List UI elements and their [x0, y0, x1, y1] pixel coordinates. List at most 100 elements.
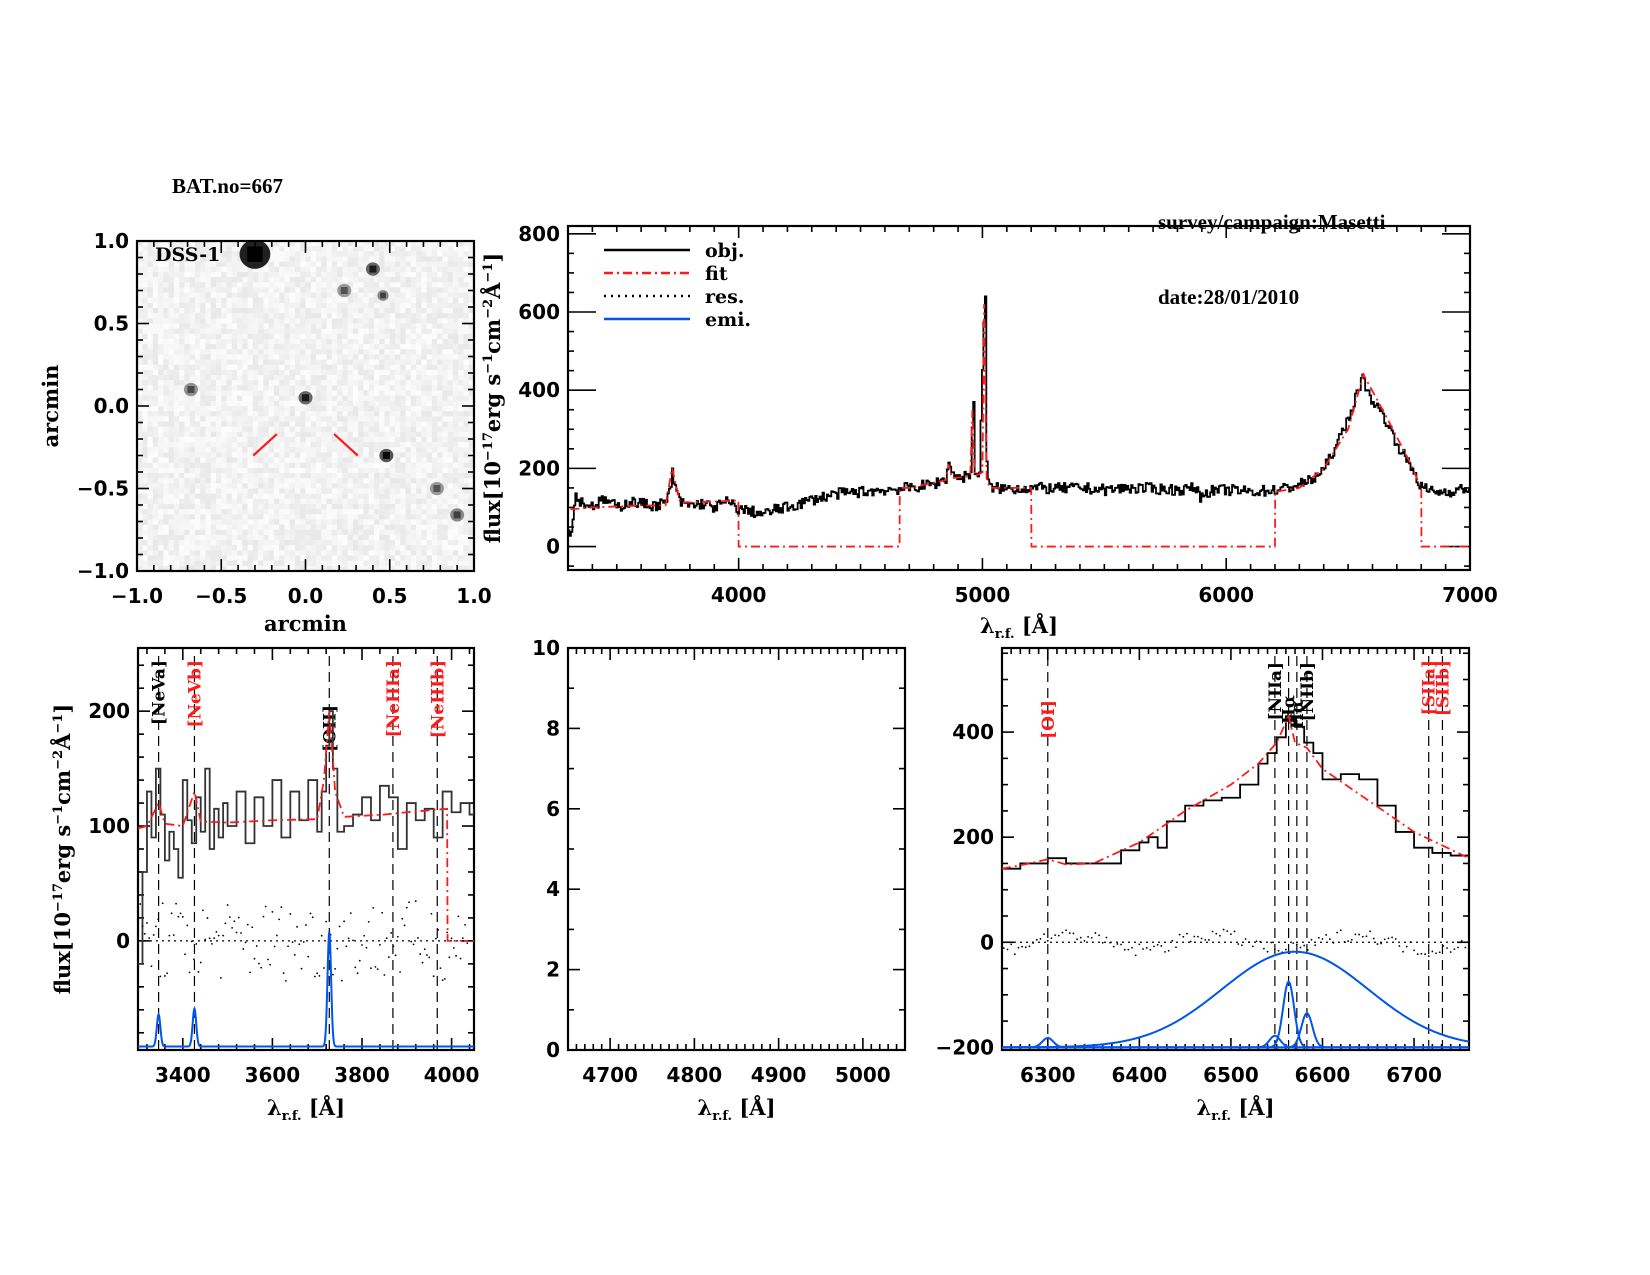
pixel	[279, 452, 285, 459]
pixel	[431, 256, 438, 263]
pixel	[210, 416, 217, 422]
pixel	[289, 390, 296, 397]
series-fit	[138, 711, 474, 942]
pixel	[184, 344, 191, 350]
pixel	[294, 313, 301, 319]
pixel	[379, 359, 385, 366]
pixel	[379, 436, 385, 443]
pixel	[231, 447, 238, 453]
pixel	[163, 534, 170, 541]
pixel	[410, 447, 417, 453]
pixel	[294, 493, 301, 500]
pixel	[142, 375, 149, 381]
pixel	[221, 498, 228, 505]
pixel	[210, 452, 217, 459]
pixel	[158, 447, 164, 453]
pixel	[352, 550, 359, 557]
pixel	[152, 452, 159, 459]
pixel	[447, 478, 454, 484]
pixel	[137, 509, 143, 515]
pixel	[331, 462, 338, 469]
residual-point	[1164, 950, 1166, 953]
residual-point	[314, 975, 316, 978]
pixel	[242, 369, 249, 376]
pixel	[289, 380, 296, 386]
pixel	[400, 256, 407, 263]
pixel	[179, 266, 185, 273]
pixel	[373, 292, 380, 299]
pixel	[347, 318, 354, 324]
pixel	[184, 292, 191, 299]
pixel	[326, 338, 333, 345]
pixel	[321, 261, 328, 268]
pixel	[231, 338, 238, 345]
pixel	[468, 555, 474, 562]
pixel	[458, 519, 464, 526]
pixel	[442, 436, 449, 443]
pixel	[179, 442, 185, 448]
pixel	[305, 493, 312, 500]
pixel	[331, 375, 338, 381]
residual-point	[1076, 938, 1078, 941]
pixel	[184, 318, 191, 324]
pixel	[142, 338, 149, 345]
pixel	[179, 359, 185, 366]
pixel	[205, 493, 212, 500]
pixel	[463, 308, 470, 314]
pixel	[437, 261, 443, 268]
pixel	[179, 282, 185, 288]
pixel	[194, 514, 201, 520]
pixel	[442, 241, 449, 247]
pixel	[458, 313, 464, 319]
pixel	[331, 354, 338, 361]
pixel	[426, 344, 433, 350]
residual-point	[1237, 943, 1240, 945]
pixel	[379, 271, 385, 278]
pixel	[337, 488, 343, 495]
x-tick-label: 6400	[1112, 1063, 1168, 1087]
pixel	[468, 338, 474, 345]
pixel	[316, 364, 322, 371]
pixel	[442, 431, 449, 438]
pixel	[231, 519, 238, 526]
pixel	[242, 426, 249, 433]
pixel	[300, 565, 306, 571]
pixel	[152, 545, 159, 551]
pixel	[416, 457, 422, 464]
pixel	[458, 565, 464, 571]
pixel	[468, 493, 474, 500]
pixel	[410, 431, 417, 438]
pixel	[168, 354, 175, 361]
pixel	[352, 488, 359, 495]
pixel	[168, 277, 175, 283]
pixel	[447, 308, 454, 314]
pixel	[384, 333, 391, 340]
pixel	[163, 328, 170, 335]
pixel	[468, 426, 474, 433]
pixel	[321, 308, 328, 314]
pixel	[194, 271, 201, 278]
pixel	[342, 323, 349, 330]
pixel	[210, 313, 217, 319]
pixel	[258, 503, 264, 510]
pixel	[137, 498, 143, 505]
pixel	[184, 323, 191, 330]
residual-point	[284, 979, 287, 982]
pixel	[142, 483, 149, 489]
pixel	[316, 287, 322, 294]
pixel	[205, 390, 212, 397]
pixel	[358, 266, 364, 273]
pixel	[147, 565, 154, 571]
pixel	[221, 447, 228, 453]
pixel	[352, 261, 359, 268]
pixel	[179, 385, 185, 392]
pixel	[389, 406, 396, 412]
pixel	[305, 509, 312, 515]
pixel	[237, 488, 243, 495]
pixel	[416, 302, 422, 309]
pixel	[389, 493, 396, 500]
pixel	[142, 447, 149, 453]
pixel	[437, 498, 443, 505]
y-axis-label: arcmin	[38, 365, 63, 448]
pixel	[210, 411, 217, 417]
